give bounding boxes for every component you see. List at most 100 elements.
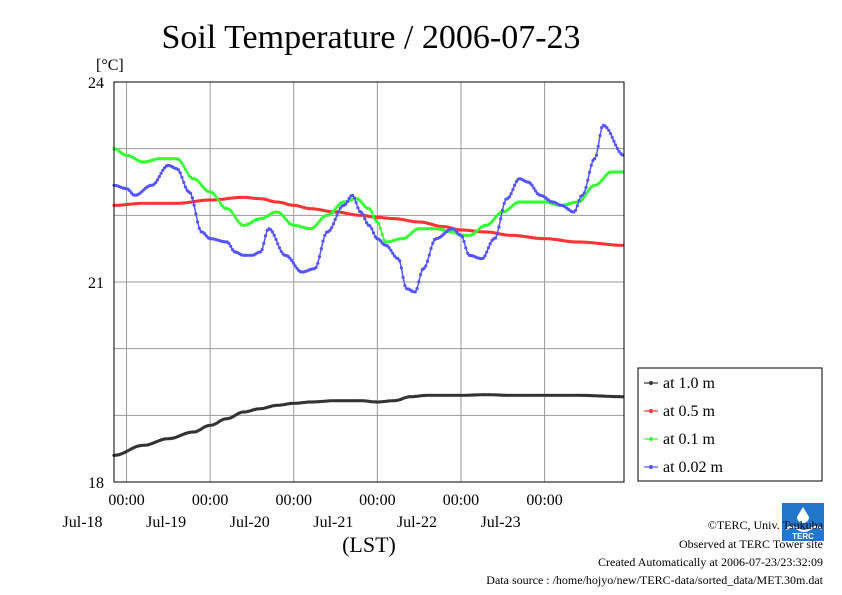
data-point	[365, 221, 369, 225]
data-point	[483, 254, 487, 258]
data-point	[270, 230, 275, 234]
data-point	[359, 210, 363, 214]
data-point	[269, 228, 273, 232]
data-point	[532, 186, 536, 190]
data-point	[316, 221, 320, 225]
data-point	[368, 224, 372, 228]
data-point	[337, 209, 341, 213]
data-point	[197, 226, 201, 230]
data-point	[378, 226, 383, 230]
data-point	[586, 189, 590, 194]
data-point	[359, 200, 363, 204]
data-point	[178, 171, 182, 175]
data-point	[314, 266, 318, 270]
data-point	[615, 146, 620, 151]
data-point	[335, 213, 339, 217]
data-point	[192, 203, 196, 207]
data-point	[514, 180, 519, 184]
logo-text: TERC	[792, 532, 814, 541]
data-point	[399, 266, 403, 270]
x-tick-time-label: 00:00	[108, 492, 144, 509]
data-point	[594, 153, 599, 157]
x-tick-time-label: 00:00	[359, 492, 395, 509]
data-point	[586, 178, 590, 182]
data-point	[328, 228, 332, 232]
data-point	[389, 248, 393, 252]
data-point	[183, 185, 187, 189]
y-tick-label: 21	[88, 275, 104, 292]
x-tick-date-label: Jul-19	[146, 514, 186, 531]
data-point	[380, 233, 384, 237]
data-point	[612, 139, 616, 143]
legend-swatch-dot	[649, 437, 653, 441]
data-point	[574, 208, 578, 212]
data-point	[462, 239, 466, 244]
x-tick-date-label: Jul-23	[481, 514, 521, 531]
legend-label: at 0.1 m	[663, 431, 716, 448]
footer-source: Data source : /home/hojyo/new/TERC-data/…	[486, 573, 823, 587]
data-point	[176, 168, 180, 172]
data-point	[154, 180, 158, 184]
data-point	[227, 241, 231, 246]
data-point	[608, 131, 613, 136]
data-point	[262, 241, 266, 245]
x-axis-label: (LST)	[342, 532, 396, 557]
data-point	[291, 261, 295, 265]
terc-logo: TERC	[782, 503, 824, 541]
data-point	[288, 256, 292, 260]
chart-title: Soil Temperature / 2006-07-23	[161, 19, 580, 56]
data-point	[180, 161, 184, 165]
data-point	[290, 258, 294, 263]
data-point	[283, 216, 287, 220]
data-point	[215, 196, 219, 200]
data-point	[610, 135, 614, 139]
data-point	[236, 219, 240, 223]
data-point	[431, 241, 435, 245]
data-point	[216, 198, 221, 202]
data-point	[263, 234, 268, 238]
data-point	[533, 189, 538, 193]
data-point	[486, 246, 491, 250]
data-point	[351, 193, 355, 197]
data-point	[488, 242, 492, 246]
data-point	[614, 143, 618, 147]
data-point	[218, 201, 222, 205]
data-point	[196, 220, 200, 224]
data-point	[180, 175, 184, 179]
data-point	[371, 214, 376, 218]
data-point	[415, 287, 419, 291]
data-point	[598, 134, 602, 138]
data-point	[495, 232, 499, 236]
series-at-0-02-m	[112, 123, 625, 294]
data-point	[593, 157, 597, 161]
data-point	[182, 180, 186, 184]
data-point	[260, 248, 264, 252]
data-point	[272, 233, 276, 237]
data-point	[511, 187, 515, 192]
data-point	[464, 246, 468, 250]
data-point	[417, 280, 421, 284]
data-point	[621, 170, 625, 174]
data-point	[234, 216, 238, 220]
data-point	[317, 255, 322, 259]
data-point	[194, 212, 198, 216]
data-point	[617, 149, 621, 154]
data-point	[422, 266, 426, 270]
data-point	[580, 197, 585, 201]
data-point	[481, 256, 485, 260]
grid-lines	[114, 82, 624, 482]
data-point	[345, 200, 349, 204]
data-point	[190, 196, 194, 200]
data-point	[401, 275, 405, 280]
data-point	[601, 176, 606, 180]
data-point	[157, 175, 161, 179]
data-point	[201, 185, 205, 189]
data-point	[128, 189, 132, 193]
data-point	[230, 211, 234, 215]
y-tick-label: 24	[88, 75, 104, 92]
data-point	[621, 395, 625, 399]
y-tick-label: 18	[88, 475, 104, 492]
data-point	[396, 257, 400, 261]
footer-copyright: ©TERC, Univ. Tsukuba	[707, 518, 823, 532]
data-point	[352, 196, 356, 200]
